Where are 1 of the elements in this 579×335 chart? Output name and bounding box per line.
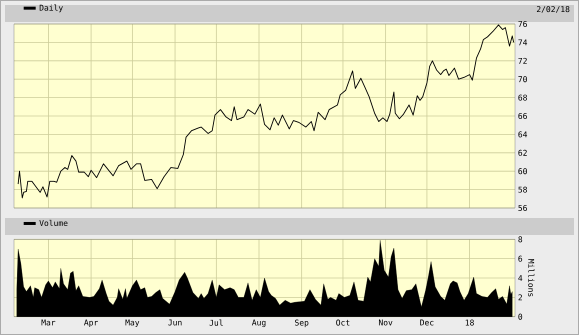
line-series <box>18 24 514 198</box>
